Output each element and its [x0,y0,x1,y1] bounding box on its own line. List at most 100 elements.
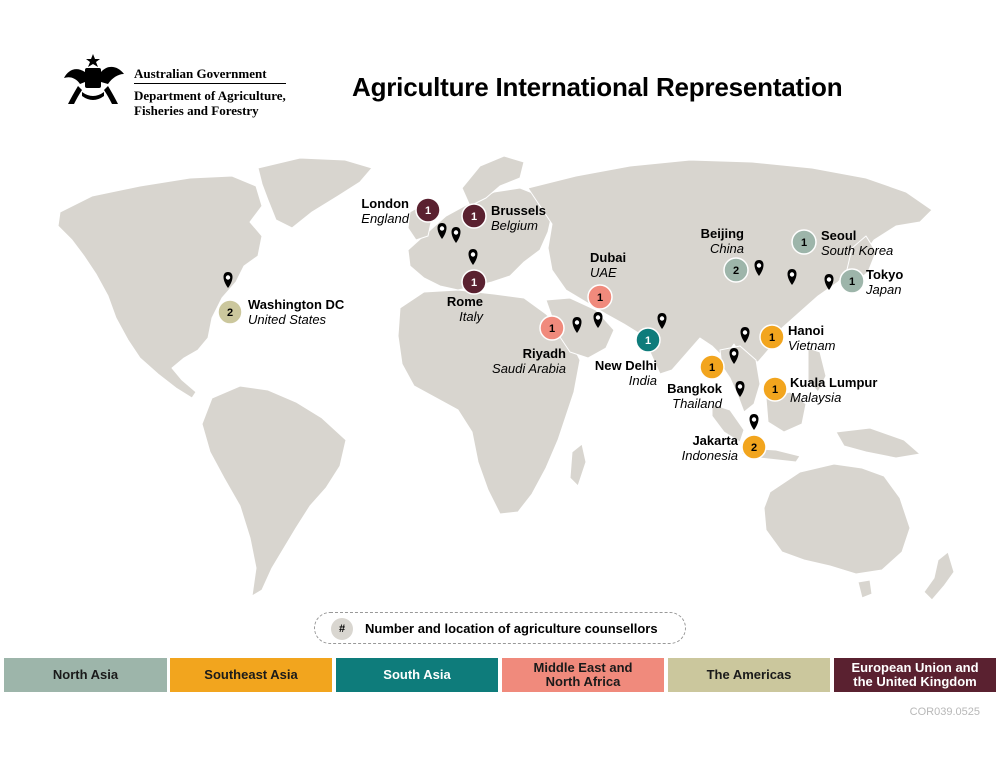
city-name: New Delhi [594,358,657,373]
landmass-tasmania [857,579,873,599]
location-pin-icon [749,414,759,430]
location-label-new-delhi: New Delhi India [570,358,657,388]
country-name: Japan [866,282,902,297]
region-band-the-americas: The Americas [668,658,830,692]
location-pin-icon [593,312,603,328]
landmass-australia [763,463,911,575]
location-label-hanoi: Hanoi Vietnam [788,323,835,353]
location-label-bangkok: Bangkok Thailand [640,381,722,411]
city-name: Seoul [821,228,857,243]
count-badge-seoul: 1 [791,229,817,255]
count-badge-hanoi: 1 [759,324,785,350]
country-name: Indonesia [681,448,738,463]
landmass-north-america [57,175,263,399]
city-name: Beijing [700,226,744,241]
city-name: Tokyo [866,267,904,282]
svg-text:2: 2 [227,307,233,319]
landmass-borneo [765,391,807,433]
svg-text:1: 1 [769,332,775,344]
count-badge-new-delhi: 1 [635,327,661,353]
government-name: Australian Government [134,66,267,81]
location-label-tokyo: Tokyo Japan [866,267,903,297]
landmass-new-guinea [835,427,921,459]
legend-key [314,612,686,644]
department-name: Department of Agriculture, Fisheries and… [134,88,286,118]
city-name: Washington DC [248,297,345,312]
location-label-beijing: Beijing China [680,226,744,256]
location-pin-icon [437,223,447,239]
count-badge-riyadh: 1 [539,315,565,341]
svg-text:1: 1 [549,323,555,335]
country-name: United States [248,312,327,327]
landmass-south-america [201,385,347,597]
country-name: UAE [590,265,617,280]
reference-code: COR039.0525 [909,706,980,718]
svg-text:1: 1 [709,362,715,374]
location-pin-icon [787,269,797,285]
logo-divider [134,83,286,84]
landmass-africa [397,289,581,515]
location-label-dubai: Dubai UAE [590,250,626,280]
landmass-new-zealand [923,551,955,601]
country-name: Thailand [672,396,722,411]
city-name: Jakarta [692,433,738,448]
svg-text:1: 1 [425,205,431,217]
location-pins [223,223,834,430]
city-name: Hanoi [788,323,825,338]
location-pin-icon [468,249,478,265]
country-name: Italy [459,309,483,324]
svg-text:1: 1 [597,292,603,304]
country-name: Vietnam [788,338,836,353]
country-name: Saudi Arabia [492,361,566,376]
country-name: India [628,373,657,388]
page-title: Agriculture International Representation [352,72,843,102]
count-badge-beijing: 2 [723,257,749,283]
country-name: China [710,241,744,256]
location-label-jakarta: Jakarta Indonesia [660,433,738,463]
svg-text:1: 1 [849,276,855,288]
city-name: Kuala Lumpur [790,375,878,390]
australian-government-crest-logo [64,54,124,104]
landmass-sumatra [711,403,745,443]
location-pin-icon [824,274,834,290]
city-name: Riyadh [522,346,566,361]
svg-text:1: 1 [471,277,477,289]
location-label-washington: Washington DC United States [248,297,344,327]
landmass-greenland [257,157,373,229]
legend-description: Number and location of agriculture couns… [365,621,658,636]
location-pin-icon [572,317,582,333]
svg-text:1: 1 [645,335,651,347]
region-band-north-asia: North Asia [4,658,167,692]
landmass-philippines [807,347,827,393]
location-label-seoul: Seoul South Korea [821,228,893,258]
region-band-southeast-asia: Southeast Asia [170,658,332,692]
count-badge-bangkok: 1 [699,354,725,380]
city-name: Rome [446,294,483,309]
count-badge-dubai: 1 [587,284,613,310]
country-name: England [361,211,409,226]
landmass-europe [407,187,553,291]
city-name: Dubai [590,250,627,265]
location-pin-icon [754,260,764,276]
country-name: Belgium [491,218,538,233]
location-pin-icon [657,313,667,329]
location-label-london: London England [340,196,409,226]
svg-text:2: 2 [733,265,739,277]
location-pin-icon [735,381,745,397]
landmass-indochina [719,345,761,413]
country-name: Malaysia [790,390,842,405]
count-badge-brussels: 1 [461,203,487,229]
city-name: London [361,196,409,211]
region-band-south-asia: South Asia [336,658,498,692]
location-label-riyadh: Riyadh Saudi Arabia [470,346,566,376]
count-badge-rome: 1 [461,269,487,295]
location-label-rome: Rome Italy [420,294,483,324]
location-pin-icon [729,348,739,364]
region-band-eu-uk: European Union and the United Kingdom [834,658,996,692]
landmass-madagascar [569,443,587,487]
count-badge-kuala-lumpur: 1 [762,376,788,402]
count-badge-tokyo: 1 [839,268,865,294]
svg-text:1: 1 [471,211,477,223]
svg-text:1: 1 [801,237,807,249]
